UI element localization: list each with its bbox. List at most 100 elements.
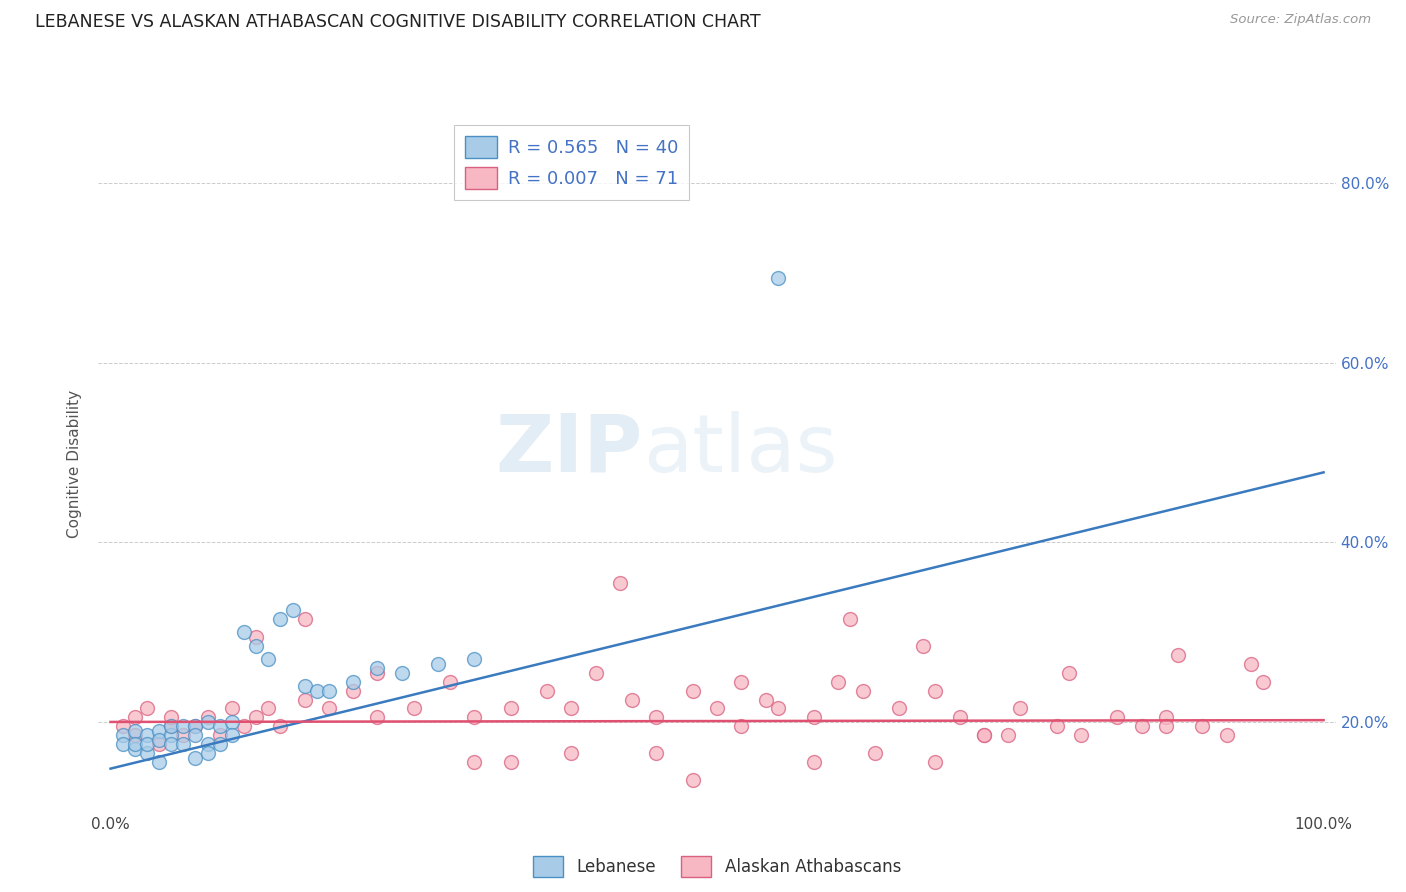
- Point: [269, 719, 291, 733]
- Point: [1107, 710, 1129, 724]
- Point: [111, 738, 134, 752]
- Point: [766, 270, 789, 285]
- Y-axis label: Cognitive Disability: Cognitive Disability: [67, 390, 83, 538]
- Point: [172, 728, 194, 742]
- Point: [124, 710, 146, 724]
- Point: [111, 719, 134, 733]
- Point: [560, 701, 582, 715]
- Point: [366, 710, 388, 724]
- Point: [197, 747, 219, 761]
- Point: [402, 701, 425, 715]
- Point: [1240, 657, 1263, 671]
- Point: [439, 674, 461, 689]
- Point: [645, 747, 668, 761]
- Point: [366, 665, 388, 680]
- Point: [318, 701, 340, 715]
- Point: [233, 719, 256, 733]
- Point: [949, 710, 972, 724]
- Point: [427, 657, 450, 671]
- Point: [1130, 719, 1153, 733]
- Point: [160, 710, 183, 724]
- Legend: Lebanese, Alaskan Athabascans: Lebanese, Alaskan Athabascans: [527, 850, 907, 883]
- Point: [463, 652, 485, 666]
- Point: [536, 683, 558, 698]
- Point: [184, 728, 207, 742]
- Point: [730, 674, 752, 689]
- Point: [997, 728, 1019, 742]
- Point: [294, 692, 316, 706]
- Point: [208, 728, 231, 742]
- Point: [184, 719, 207, 733]
- Point: [1251, 674, 1274, 689]
- Point: [1057, 665, 1080, 680]
- Point: [294, 612, 316, 626]
- Point: [172, 738, 194, 752]
- Point: [912, 639, 935, 653]
- Point: [160, 719, 183, 733]
- Point: [221, 714, 243, 729]
- Point: [803, 710, 825, 724]
- Point: [197, 738, 219, 752]
- Point: [1154, 719, 1177, 733]
- Point: [730, 719, 752, 733]
- Point: [148, 756, 170, 770]
- Point: [136, 728, 159, 742]
- Point: [887, 701, 910, 715]
- Point: [208, 738, 231, 752]
- Point: [148, 732, 170, 747]
- Point: [197, 710, 219, 724]
- Point: [342, 683, 364, 698]
- Point: [827, 674, 849, 689]
- Point: [499, 756, 522, 770]
- Point: [124, 738, 146, 752]
- Point: [305, 683, 328, 698]
- Point: [1191, 719, 1213, 733]
- Point: [148, 738, 170, 752]
- Point: [803, 756, 825, 770]
- Point: [924, 756, 946, 770]
- Point: [111, 728, 134, 742]
- Point: [160, 719, 183, 733]
- Text: atlas: atlas: [643, 411, 837, 489]
- Point: [160, 728, 183, 742]
- Point: [148, 723, 170, 738]
- Point: [463, 756, 485, 770]
- Point: [366, 661, 388, 675]
- Point: [136, 738, 159, 752]
- Text: LEBANESE VS ALASKAN ATHABASCAN COGNITIVE DISABILITY CORRELATION CHART: LEBANESE VS ALASKAN ATHABASCAN COGNITIVE…: [35, 13, 761, 31]
- Point: [124, 742, 146, 756]
- Point: [318, 683, 340, 698]
- Point: [645, 710, 668, 724]
- Point: [1010, 701, 1032, 715]
- Point: [124, 723, 146, 738]
- Point: [208, 719, 231, 733]
- Point: [136, 701, 159, 715]
- Point: [257, 701, 280, 715]
- Point: [184, 751, 207, 765]
- Point: [269, 612, 291, 626]
- Point: [924, 683, 946, 698]
- Point: [233, 625, 256, 640]
- Point: [973, 728, 995, 742]
- Point: [221, 701, 243, 715]
- Point: [852, 683, 875, 698]
- Point: [294, 679, 316, 693]
- Point: [755, 692, 778, 706]
- Point: [609, 575, 631, 590]
- Point: [184, 719, 207, 733]
- Point: [1167, 648, 1189, 662]
- Point: [1070, 728, 1092, 742]
- Point: [136, 747, 159, 761]
- Point: [172, 719, 194, 733]
- Point: [281, 603, 304, 617]
- Point: [463, 710, 485, 724]
- Point: [621, 692, 644, 706]
- Point: [221, 728, 243, 742]
- Point: [1154, 710, 1177, 724]
- Point: [197, 714, 219, 729]
- Point: [499, 701, 522, 715]
- Point: [1046, 719, 1069, 733]
- Point: [560, 747, 582, 761]
- Point: [839, 612, 862, 626]
- Text: ZIP: ZIP: [495, 411, 643, 489]
